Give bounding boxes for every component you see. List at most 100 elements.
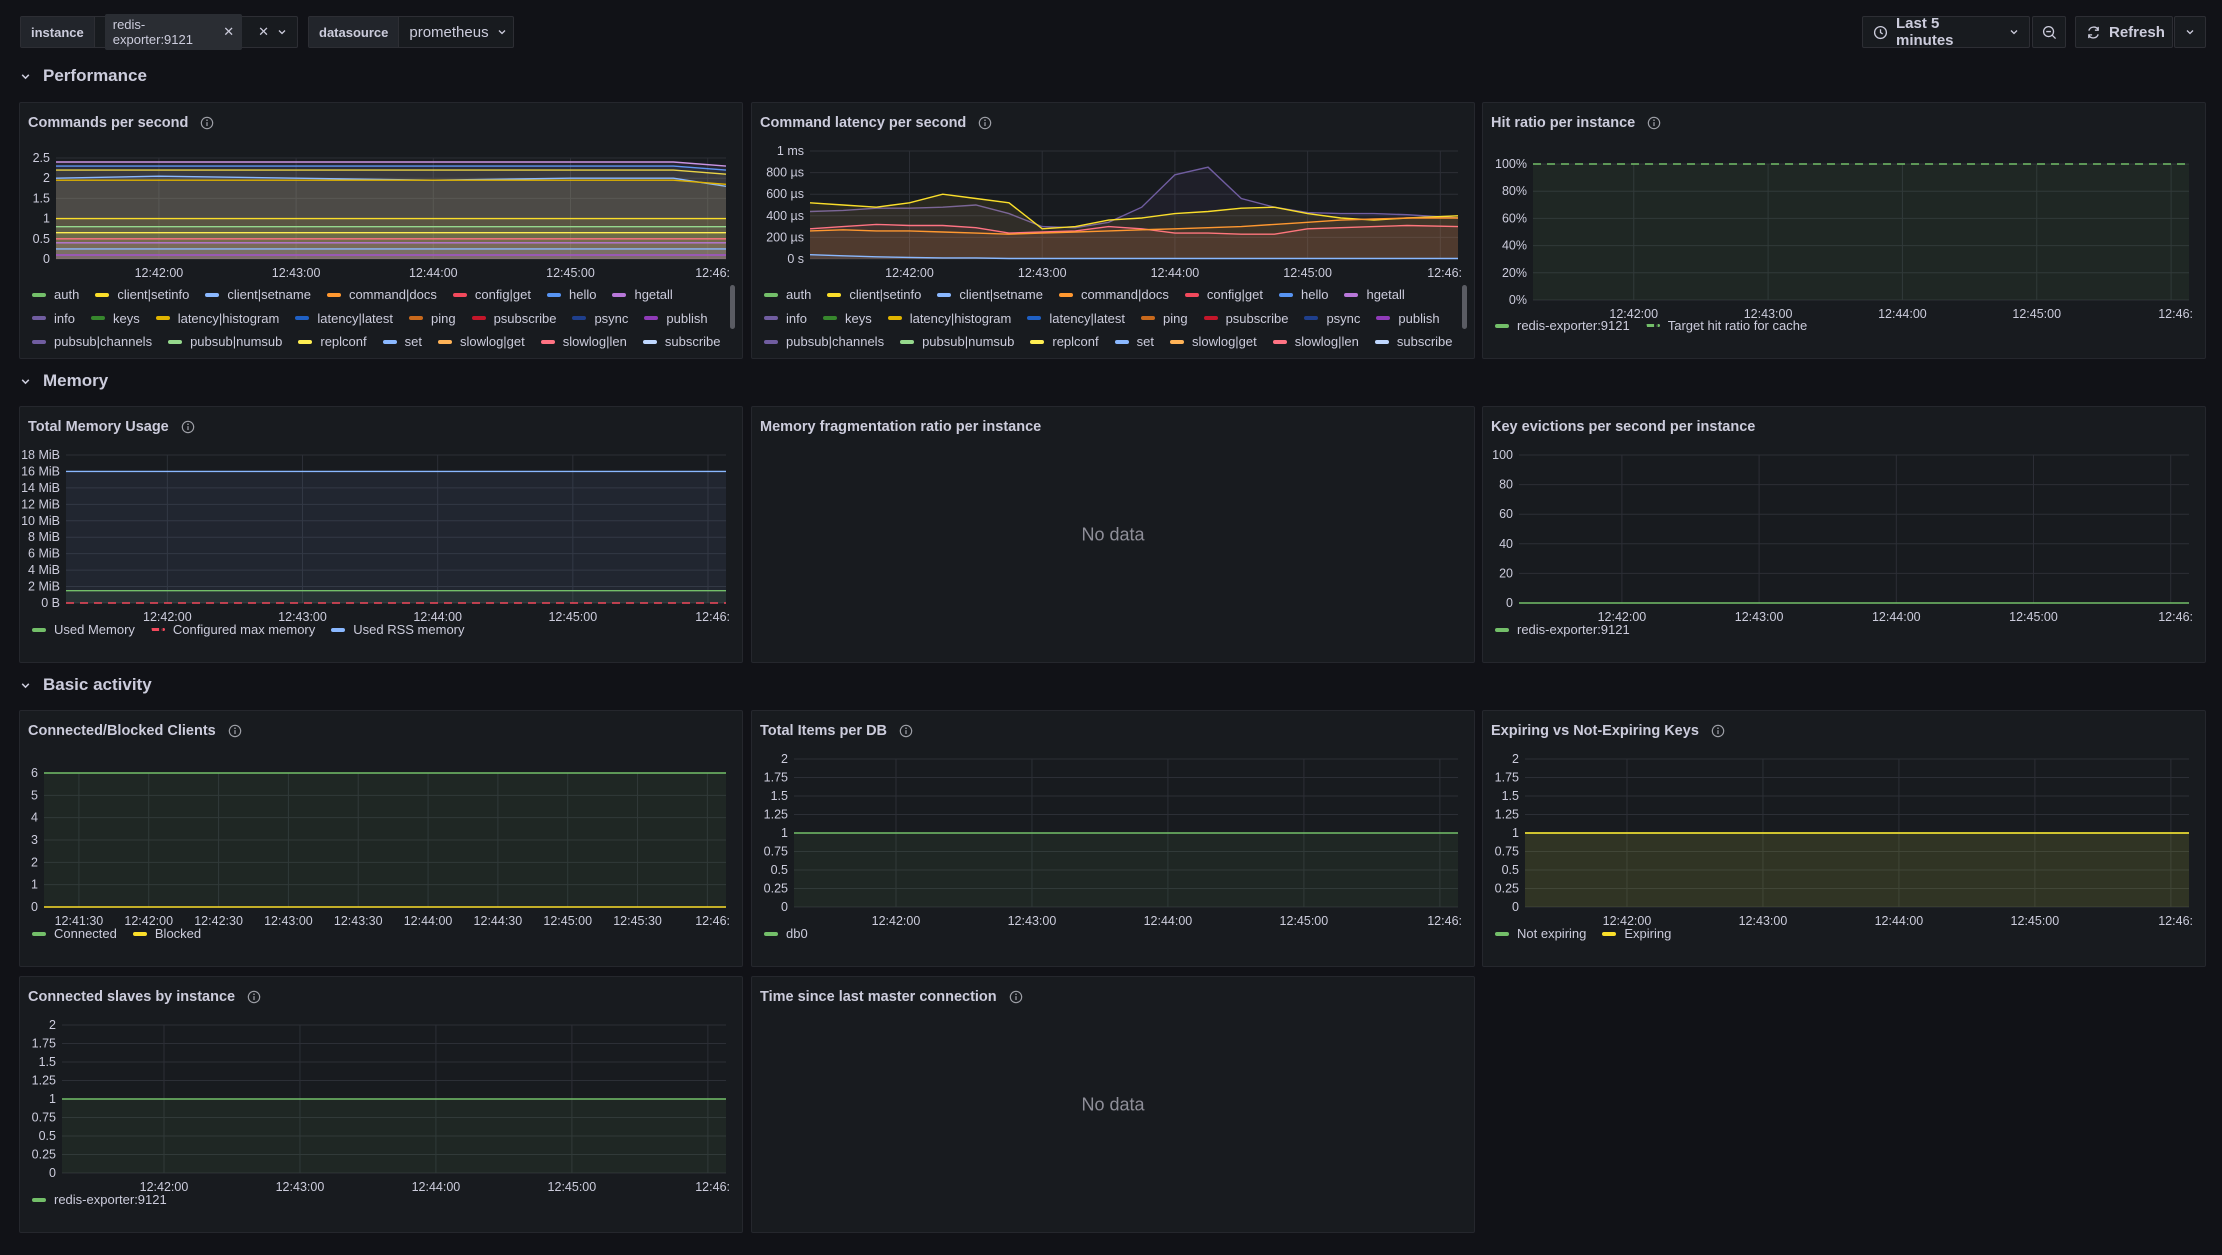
panel-header[interactable]: Connected/Blocked Clients	[28, 717, 242, 745]
legend-item[interactable]: keys	[822, 307, 872, 331]
panel-header[interactable]: Commands per second	[28, 109, 214, 137]
legend-item[interactable]: hello	[547, 283, 596, 307]
legend-item[interactable]: slowlog|get	[1169, 330, 1257, 354]
row-memory[interactable]: Memory	[20, 371, 108, 391]
legend-item[interactable]: slowlog|get	[437, 330, 525, 354]
info-icon[interactable]	[1647, 116, 1661, 130]
legend-swatch	[1184, 292, 1199, 297]
legend-item[interactable]: pubsub|channels	[764, 330, 884, 354]
legend-item[interactable]: Used Memory	[32, 618, 135, 642]
panel-total-memory-usage: Total Memory Usage 0 B 2 MiB 4 MiB 6 MiB 8 M…	[19, 406, 743, 663]
legend-item[interactable]: client|setname	[937, 283, 1043, 307]
legend-item[interactable]: latency|histogram	[155, 307, 279, 331]
instance-select[interactable]: redis-exporter:9121 ✕ ✕	[95, 14, 297, 50]
legend-item[interactable]: command|docs	[326, 283, 437, 307]
time-range-picker[interactable]: Last 5 minutes	[1862, 15, 2030, 49]
panel-header[interactable]: Connected slaves by instance	[28, 983, 261, 1011]
legend-item[interactable]: latency|histogram	[887, 307, 1011, 331]
panel-header[interactable]: Hit ratio per instance	[1491, 109, 1661, 137]
legend-item[interactable]: keys	[90, 307, 140, 331]
y-tick-label: 0.75	[1495, 845, 1519, 859]
legend-item[interactable]: replconf	[298, 330, 367, 354]
datasource-select[interactable]: prometheus	[399, 17, 516, 47]
legend-item[interactable]: redis-exporter:9121	[1495, 314, 1630, 338]
y-tick-label: 10 MiB	[21, 514, 60, 528]
legend-item[interactable]: slowlog|len	[1272, 330, 1359, 354]
legend-item[interactable]: pubsub|numsub	[900, 330, 1014, 354]
panel-header[interactable]: Time since last master connection	[760, 983, 1023, 1011]
info-icon[interactable]	[228, 724, 242, 738]
legend-label: replconf	[320, 334, 367, 350]
legend-item[interactable]: info	[32, 307, 75, 331]
legend-item[interactable]: subscribe	[642, 330, 721, 354]
legend-item[interactable]: pubsub|numsub	[168, 330, 282, 354]
refresh-interval-picker[interactable]	[2174, 16, 2206, 48]
legend-item[interactable]: set	[382, 330, 422, 354]
legend-item[interactable]: Connected	[32, 922, 117, 946]
panel-header[interactable]: Expiring vs Not-Expiring Keys	[1491, 717, 1725, 745]
legend: redis-exporter:9121	[1495, 618, 2187, 642]
panel-header[interactable]: Total Memory Usage	[28, 413, 195, 441]
legend-item[interactable]: config|get	[1184, 283, 1263, 307]
info-icon[interactable]	[899, 724, 913, 738]
panel-header[interactable]: Key evictions per second per instance	[1491, 413, 1755, 441]
legend-label: ping	[431, 310, 456, 326]
remove-chip-icon[interactable]: ✕	[223, 24, 235, 39]
legend-item[interactable]: ping	[409, 307, 456, 331]
legend-item[interactable]: psubscribe	[471, 307, 556, 331]
panel-header[interactable]: Memory fragmentation ratio per instance	[760, 413, 1041, 441]
legend-item[interactable]: auth	[764, 283, 811, 307]
chevron-down-icon[interactable]	[277, 27, 287, 37]
legend-item[interactable]: client|setinfo	[95, 283, 189, 307]
legend-item[interactable]: publish	[1376, 307, 1440, 331]
legend-item[interactable]: Used RSS memory	[331, 618, 465, 642]
legend-item[interactable]: hello	[1279, 283, 1328, 307]
legend-item[interactable]: Configured max memory	[150, 618, 315, 642]
legend-item[interactable]: info	[764, 307, 807, 331]
legend-item[interactable]: hgetall	[1344, 283, 1405, 307]
legend-item[interactable]: psync	[1304, 307, 1360, 331]
legend-item[interactable]: client|setname	[205, 283, 311, 307]
legend-item[interactable]: subscribe	[1374, 330, 1453, 354]
instance-chip[interactable]: redis-exporter:9121 ✕	[104, 14, 243, 50]
info-icon[interactable]	[200, 116, 214, 130]
row-basic-activity[interactable]: Basic activity	[20, 675, 152, 695]
legend-item[interactable]: publish	[644, 307, 708, 331]
chevron-down-icon[interactable]	[497, 27, 507, 37]
legend-item[interactable]: auth	[32, 283, 79, 307]
legend-scrollbar[interactable]	[1462, 285, 1467, 329]
row-performance[interactable]: Performance	[20, 66, 147, 86]
legend-scrollbar[interactable]	[730, 285, 735, 329]
zoom-out-button[interactable]	[2032, 16, 2066, 48]
legend-item[interactable]: command|docs	[1058, 283, 1169, 307]
legend-item[interactable]: ping	[1141, 307, 1188, 331]
legend-item[interactable]: hgetall	[612, 283, 673, 307]
legend-item[interactable]: Not expiring	[1495, 922, 1586, 946]
info-icon[interactable]	[181, 420, 195, 434]
info-icon[interactable]	[247, 990, 261, 1004]
legend-item[interactable]: client|setinfo	[827, 283, 921, 307]
legend-item[interactable]: Blocked	[132, 922, 201, 946]
legend-item[interactable]: redis-exporter:9121	[1495, 618, 1630, 642]
legend: Connected Blocked	[32, 922, 724, 946]
info-icon[interactable]	[1711, 724, 1725, 738]
legend-item[interactable]: latency|latest	[1027, 307, 1125, 331]
legend-item[interactable]: Target hit ratio for cache	[1645, 314, 1807, 338]
panel-header[interactable]: Total Items per DB	[760, 717, 913, 745]
legend-item[interactable]: slowlog|len	[540, 330, 627, 354]
legend-item[interactable]: set	[1114, 330, 1154, 354]
info-icon[interactable]	[1009, 990, 1023, 1004]
legend-item[interactable]: latency|latest	[295, 307, 393, 331]
legend-item[interactable]: pubsub|channels	[32, 330, 152, 354]
legend-item[interactable]: Expiring	[1602, 922, 1671, 946]
legend-item[interactable]: db0	[764, 922, 808, 946]
legend-item[interactable]: replconf	[1030, 330, 1099, 354]
clear-icon[interactable]: ✕	[258, 24, 269, 39]
legend-item[interactable]: redis-exporter:9121	[32, 1188, 167, 1212]
refresh-button[interactable]: Refresh	[2075, 16, 2173, 48]
panel-header[interactable]: Command latency per second	[760, 109, 992, 137]
legend-item[interactable]: psubscribe	[1203, 307, 1288, 331]
info-icon[interactable]	[978, 116, 992, 130]
legend-item[interactable]: psync	[572, 307, 628, 331]
legend-item[interactable]: config|get	[452, 283, 531, 307]
